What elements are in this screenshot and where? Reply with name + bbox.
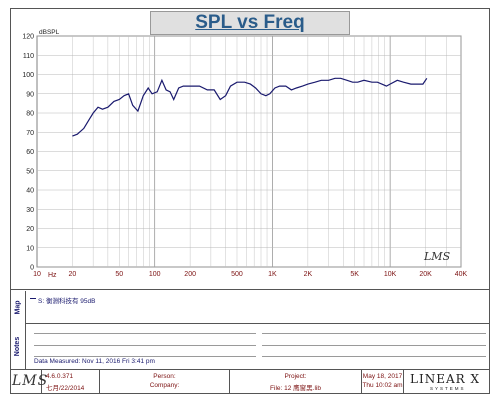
notes-divider — [10, 369, 490, 370]
version-date: 七月/22/2014 — [46, 385, 85, 392]
y-tick-label: 10 — [26, 245, 34, 252]
linearx-logo: LINEAR X — [410, 372, 481, 386]
chart-title: SPL vs Freq — [150, 11, 350, 35]
y-tick-label: 60 — [26, 149, 34, 156]
y-axis-unit: dBSPL — [39, 29, 60, 36]
x-tick-label: 500 — [231, 271, 243, 278]
footer-logo-cell — [10, 370, 42, 394]
footer-date: May 18, 2017 — [362, 373, 403, 380]
x-tick-label: 1K — [268, 271, 277, 278]
x-tick-label: 10K — [384, 271, 397, 278]
footer-date-cell: May 18, 2017 Thu 10:02 am — [362, 370, 404, 394]
y-tick-label: 120 — [22, 34, 34, 41]
map-divider — [10, 323, 490, 324]
note-line — [34, 356, 256, 357]
note-line — [34, 345, 256, 346]
y-tick-label: 70 — [26, 130, 34, 137]
version-text: 4.6.0.371 — [46, 373, 74, 380]
x-tick-label: 100 — [149, 271, 161, 278]
y-tick-label: 20 — [26, 226, 34, 233]
x-axis-unit: Hz — [48, 272, 57, 279]
map-label-text: Map — [14, 300, 22, 314]
x-tick-label: 2K — [304, 271, 313, 278]
y-tick-label: 100 — [22, 72, 34, 79]
lms-logo: LMS — [12, 373, 49, 389]
x-tick-label: 50 — [115, 271, 123, 278]
footer-person-cell: Person: Company: — [100, 370, 230, 394]
y-tick-label: 80 — [26, 111, 34, 118]
y-tick-label: 90 — [26, 91, 34, 98]
footer-time: Thu 10:02 am — [362, 382, 403, 389]
y-tick-label: 0 — [30, 265, 34, 272]
x-tick-label: 20 — [69, 271, 77, 278]
x-tick-label: 10 — [33, 271, 41, 278]
note-line — [34, 333, 256, 334]
linearx-logo-sub: SYSTEMS — [430, 386, 466, 391]
report-frame — [10, 8, 490, 394]
project-label: Project: — [284, 373, 307, 380]
legend-swatch — [30, 298, 36, 299]
spl-curve-line — [72, 77, 428, 137]
y-tick-label: 40 — [26, 188, 34, 195]
x-tick-label: 5K — [350, 271, 359, 278]
legend-entry: S: 衡淵科技有 95dB — [38, 298, 96, 305]
notes-label-text: Notes — [14, 336, 22, 356]
y-tick-label: 50 — [26, 168, 34, 175]
map-section-label: Map — [11, 291, 26, 323]
person-label: Person: — [153, 373, 176, 380]
footer-version-cell: 4.6.0.371 七月/22/2014 — [42, 370, 100, 394]
notes-section-label: Notes — [11, 323, 26, 369]
x-tick-label: 200 — [184, 271, 196, 278]
x-tick-label: 40K — [455, 271, 468, 278]
company-label: Company: — [149, 382, 180, 389]
note-line — [262, 333, 486, 334]
file-label: File: 12 鹰窗黑.lib — [270, 385, 321, 392]
note-line — [262, 356, 486, 357]
date-measured: Data Measured: Nov 11, 2016 Fri 3:41 pm — [34, 358, 155, 365]
chart-frame — [10, 8, 490, 290]
y-tick-label: 30 — [26, 207, 34, 214]
note-line — [262, 345, 486, 346]
y-tick-label: 110 — [23, 53, 34, 60]
x-tick-label: 20K — [419, 271, 432, 278]
lms-chart-logo: LMS — [424, 250, 451, 263]
footer-project-cell: Project: File: 12 鹰窗黑.lib — [230, 370, 362, 394]
